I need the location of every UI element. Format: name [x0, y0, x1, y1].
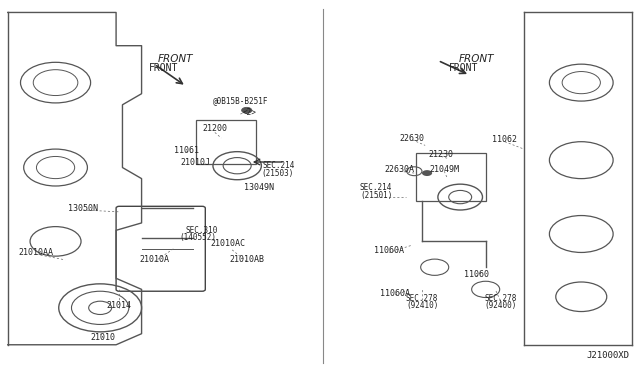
Text: 11060: 11060: [463, 270, 488, 279]
Text: 11062: 11062: [492, 135, 517, 144]
Text: (140552): (140552): [179, 233, 216, 242]
Text: SEC.310: SEC.310: [186, 226, 218, 235]
Text: (21501): (21501): [360, 191, 393, 200]
Text: SEC.214: SEC.214: [360, 183, 392, 192]
Text: 21010AA: 21010AA: [19, 248, 54, 257]
Text: <2>: <2>: [243, 108, 257, 117]
Text: FRONT: FRONT: [149, 63, 179, 73]
Text: 21010: 21010: [91, 333, 116, 342]
Text: FRONT: FRONT: [459, 54, 495, 64]
Text: 21200: 21200: [202, 124, 227, 133]
Circle shape: [242, 108, 252, 113]
Text: 13049N: 13049N: [244, 183, 275, 192]
Text: 22630A: 22630A: [385, 165, 415, 174]
Bar: [415, 153, 486, 201]
Text: 21010AC: 21010AC: [210, 239, 245, 248]
Text: 11061: 11061: [173, 147, 198, 155]
Text: FRONT: FRONT: [157, 54, 193, 64]
Text: 21010J: 21010J: [180, 157, 211, 167]
Text: SEC.214: SEC.214: [262, 161, 295, 170]
Text: 11060A: 11060A: [380, 289, 410, 298]
Bar: [196, 119, 256, 164]
Circle shape: [422, 170, 432, 176]
Text: 13050N: 13050N: [68, 203, 98, 213]
Text: 22630: 22630: [400, 134, 425, 142]
Text: (21503): (21503): [261, 169, 294, 177]
Text: SEC.278: SEC.278: [484, 294, 516, 303]
Text: (92410): (92410): [406, 301, 439, 311]
Text: 11060A: 11060A: [374, 246, 404, 255]
Text: (92400): (92400): [484, 301, 516, 311]
Text: J21000XD: J21000XD: [586, 351, 629, 360]
Text: SEC.278: SEC.278: [406, 294, 438, 303]
Text: 21014: 21014: [107, 301, 132, 311]
Text: FRONT: FRONT: [449, 63, 478, 73]
Text: 21049M: 21049M: [429, 165, 460, 174]
Text: 21010AB: 21010AB: [229, 255, 264, 264]
Text: 21010A: 21010A: [140, 255, 170, 264]
Text: 21230: 21230: [429, 150, 454, 159]
Text: @0B15B-B251F: @0B15B-B251F: [212, 97, 268, 106]
